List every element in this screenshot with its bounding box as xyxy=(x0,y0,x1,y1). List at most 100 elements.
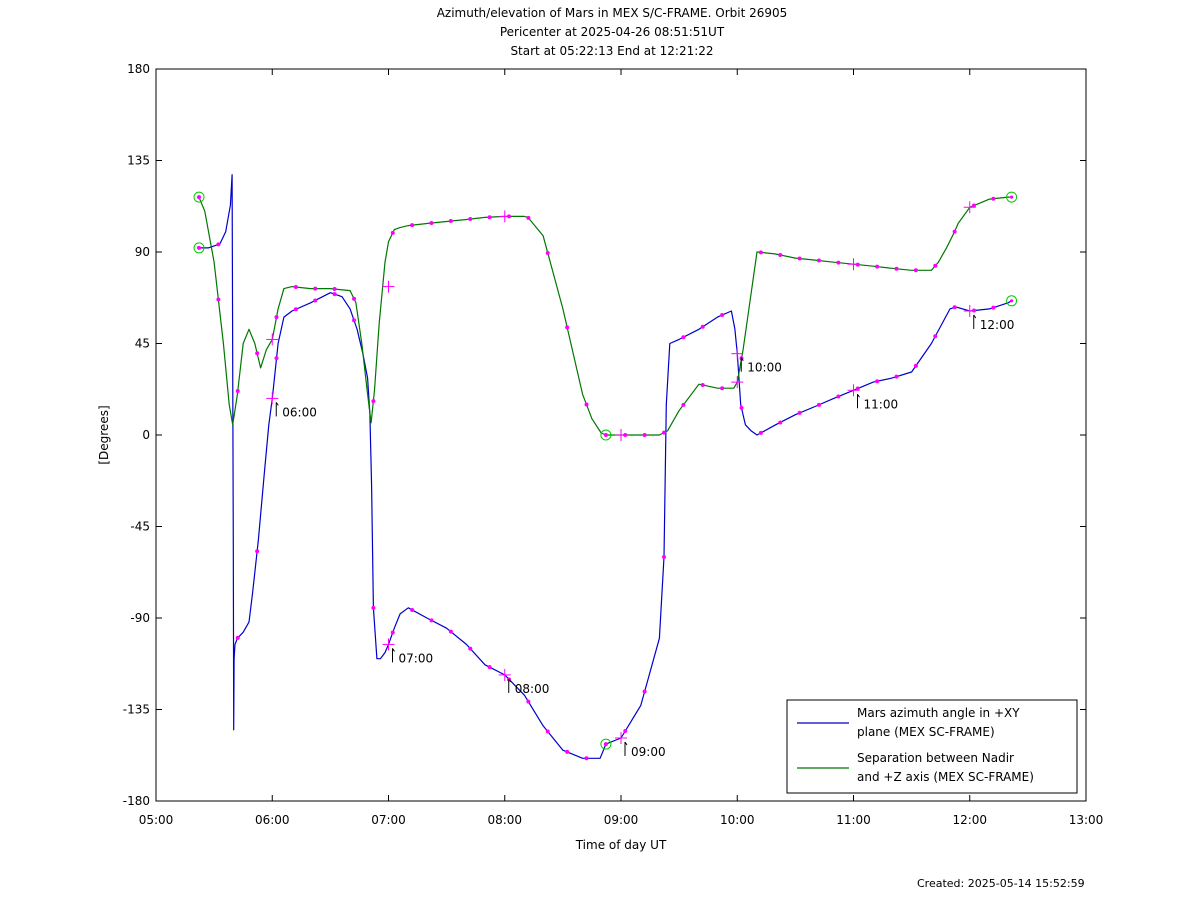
data-dot xyxy=(526,699,531,704)
legend-box xyxy=(786,699,1078,794)
data-dot xyxy=(429,618,434,623)
annotation-label: 06:00 xyxy=(282,405,317,419)
data-dot xyxy=(390,230,395,235)
y-tick-label: 135 xyxy=(127,154,150,168)
data-dot xyxy=(797,256,802,261)
markers xyxy=(193,191,1018,761)
data-dot xyxy=(739,405,744,410)
event-dot xyxy=(197,246,201,250)
data-dot xyxy=(410,607,415,612)
data-dot xyxy=(817,402,822,407)
x-tick-label: 10:00 xyxy=(720,813,755,827)
annotation-arrow xyxy=(624,741,628,746)
data-dot xyxy=(235,388,240,393)
data-dot xyxy=(565,749,570,754)
legend: Mars azimuth angle in +XY plane (MEX SC-F… xyxy=(786,699,1078,794)
annotation-arrow xyxy=(740,357,744,361)
data-dot xyxy=(565,325,570,330)
data-dot xyxy=(429,221,434,226)
data-dot xyxy=(274,356,279,361)
data-dot xyxy=(913,268,918,273)
data-dot xyxy=(875,264,880,269)
annotation-label: 12:00 xyxy=(980,318,1015,332)
data-dot xyxy=(778,252,783,257)
data-dot xyxy=(313,298,318,303)
data-dot xyxy=(584,756,589,761)
x-tick-label: 13:00 xyxy=(1069,813,1104,827)
data-dot xyxy=(836,260,841,265)
y-tick-label: 45 xyxy=(135,337,150,351)
data-dot xyxy=(662,430,667,435)
legend-label: Mars azimuth angle in +XY xyxy=(857,706,1020,720)
y-tick-label: 0 xyxy=(142,428,150,442)
data-dot xyxy=(274,315,279,320)
annotation-label: 10:00 xyxy=(747,361,782,375)
data-dot xyxy=(332,287,337,292)
data-dot xyxy=(371,399,376,404)
data-dot xyxy=(991,196,996,201)
data-dot xyxy=(545,729,550,734)
data-dot xyxy=(448,219,453,224)
x-axis-label: Time of day UT xyxy=(575,838,667,852)
data-dot xyxy=(255,549,260,554)
event-dot xyxy=(1010,299,1014,303)
chart-title: Azimuth/elevation of Mars in MEX S/C-FRA… xyxy=(437,6,788,58)
data-dot xyxy=(526,215,531,220)
data-dot xyxy=(235,635,240,640)
event-circle xyxy=(1006,295,1018,307)
y-tick-label: -135 xyxy=(123,703,150,717)
data-dot xyxy=(894,266,899,271)
x-tick-label: 08:00 xyxy=(487,813,522,827)
data-dot xyxy=(991,305,996,310)
event-dot xyxy=(604,742,608,746)
data-dot xyxy=(720,386,725,391)
annotation-arrow xyxy=(392,648,395,652)
data-dot xyxy=(468,646,473,651)
x-tick-label: 06:00 xyxy=(255,813,290,827)
data-dot xyxy=(390,630,395,635)
data-dot xyxy=(913,363,918,368)
x-tick-label: 12:00 xyxy=(952,813,987,827)
data-dot xyxy=(817,258,822,263)
annotation-arrow xyxy=(973,314,977,319)
annotation-label: 08:00 xyxy=(515,682,550,696)
data-dot xyxy=(293,284,298,289)
data-dot xyxy=(797,410,802,415)
y-tick-label: 90 xyxy=(135,245,150,259)
data-dot xyxy=(933,263,938,268)
data-dot xyxy=(642,689,647,694)
data-dot xyxy=(545,250,550,255)
data-dot xyxy=(758,250,763,255)
data-dot xyxy=(293,307,298,312)
event-circle xyxy=(600,738,612,750)
data-dot xyxy=(352,296,357,301)
title-line: Azimuth/elevation of Mars in MEX S/C-FRA… xyxy=(437,6,788,20)
event-dot xyxy=(1010,195,1014,199)
data-dot xyxy=(681,402,686,407)
data-dot xyxy=(623,728,628,733)
annotation-arrow xyxy=(275,402,279,406)
data-dot xyxy=(352,318,357,323)
data-dot xyxy=(332,292,337,297)
event-circle xyxy=(1006,191,1018,203)
data-dot xyxy=(584,402,589,407)
data-dot xyxy=(662,555,667,559)
data-dot xyxy=(952,305,957,310)
annotation-arrow xyxy=(508,678,512,683)
annotation-label: 09:00 xyxy=(631,745,666,759)
data-dot xyxy=(313,286,318,291)
data-dot xyxy=(778,420,783,425)
data-dot xyxy=(468,217,473,222)
y-tick-label: -180 xyxy=(123,794,150,808)
data-dot xyxy=(875,379,880,384)
event-circle xyxy=(193,242,205,254)
series-line-0 xyxy=(199,174,1012,759)
data-dot xyxy=(371,605,376,610)
data-dot xyxy=(448,629,453,634)
event-circle xyxy=(193,191,205,203)
data-dot xyxy=(836,394,841,399)
y-axis-label: [Degrees] xyxy=(97,405,111,464)
data-dot xyxy=(255,351,260,356)
created-timestamp: Created: 2025-05-14 15:52:59 xyxy=(917,877,1085,890)
annotations: 06:00 07:00 08:00 09:00 10:00 11:00 12:00 xyxy=(275,314,1015,759)
